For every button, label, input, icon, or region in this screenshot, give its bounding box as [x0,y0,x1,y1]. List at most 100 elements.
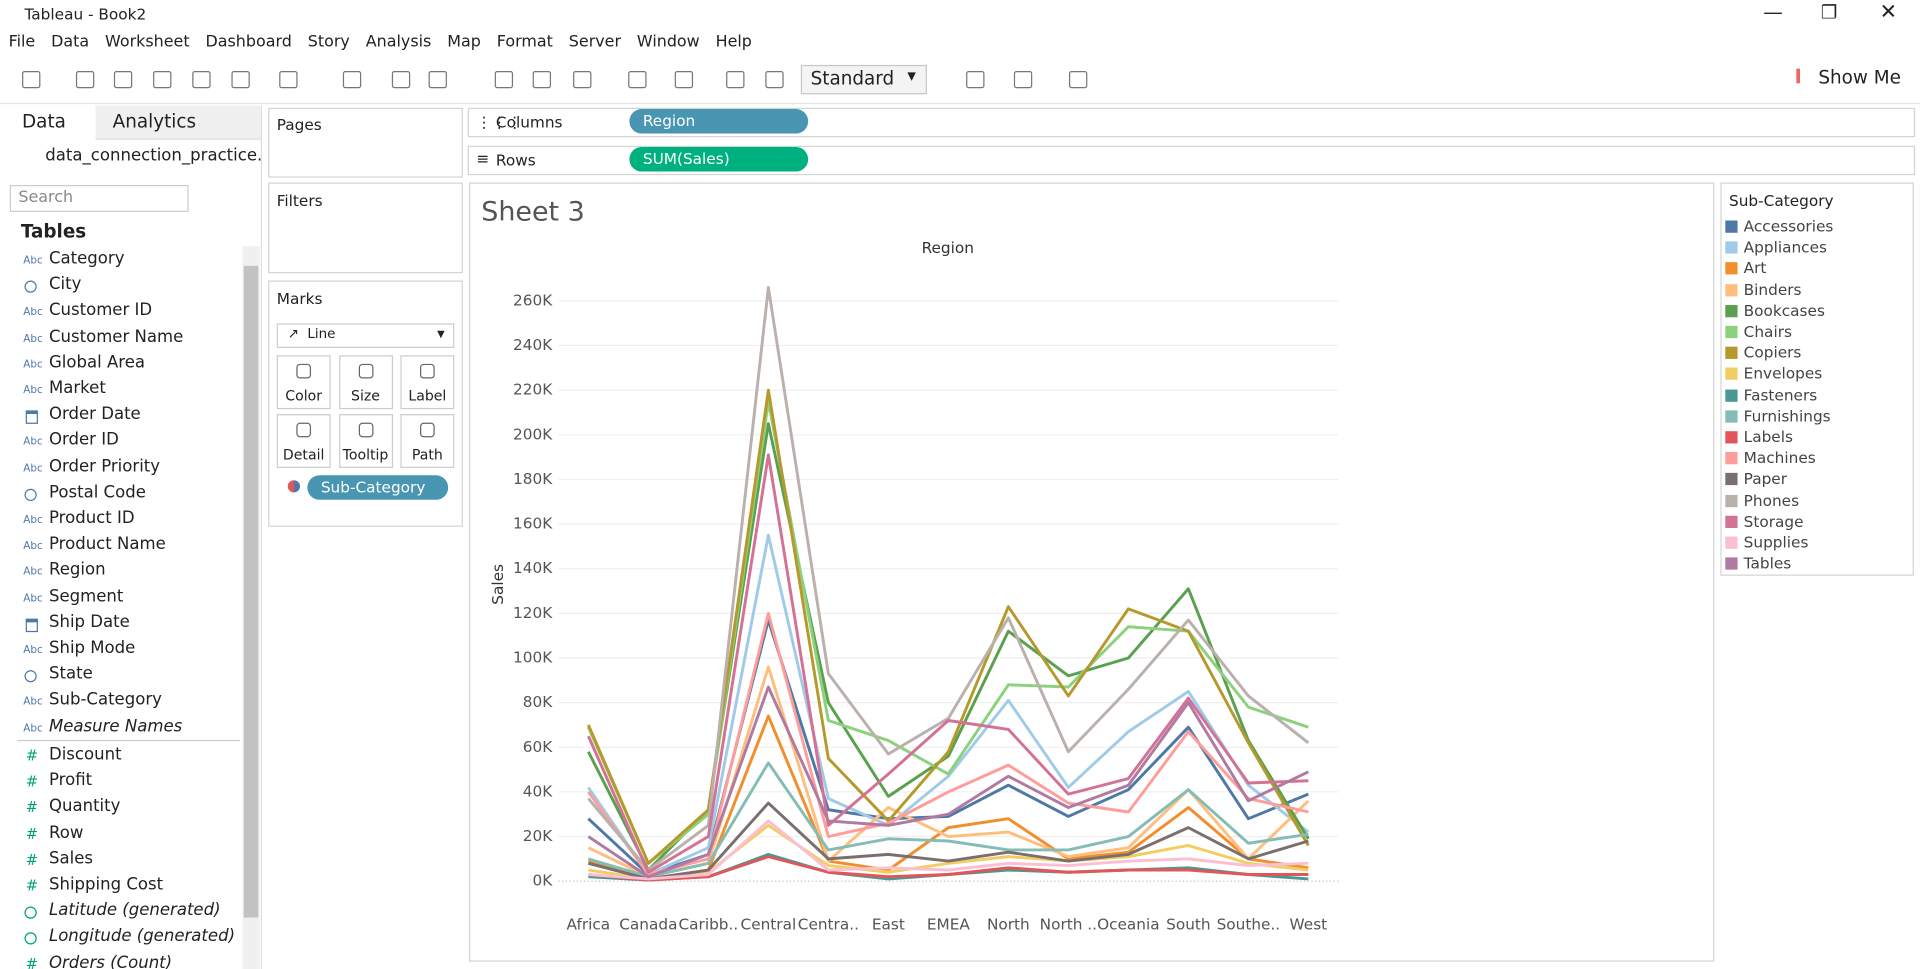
toolbar-icon[interactable] [573,71,592,89]
menu-item[interactable]: Window [636,33,700,52]
toolbar-icon[interactable] [231,71,250,89]
legend-label[interactable]: Envelopes [1743,364,1823,383]
toolbar-icon[interactable] [765,71,784,89]
legend-label[interactable]: Tables [1743,553,1792,573]
field-name[interactable]: Orders (Count) [48,952,173,969]
dropdown-arrow: ▼ [907,71,916,84]
field-name[interactable]: Global Area [48,352,146,373]
field-name[interactable]: Segment [48,586,124,606]
field-name[interactable]: Market [48,378,106,399]
series-line [587,761,1309,879]
toolbar-icon[interactable] [428,71,447,89]
legend-label[interactable]: Binders [1743,280,1802,299]
field-name[interactable]: Measure Names [48,716,183,736]
field-name[interactable]: Longitude (generated) [48,926,236,947]
data-tab[interactable]: Data [0,105,96,141]
series-line [587,533,1310,876]
menu-item[interactable]: Story [307,33,350,52]
legend-label[interactable]: Furnishings [1743,406,1831,425]
field-name[interactable]: Customer Name [48,326,184,347]
legend-label[interactable]: Chairs [1743,322,1792,341]
connection-name[interactable]: data_connection_practice... [45,145,263,166]
rows-pill[interactable]: SUM(Sales) [629,147,809,172]
field-name[interactable]: Discount [48,744,122,765]
field-name[interactable]: Product Name [48,534,166,554]
toolbar-icon[interactable] [494,71,514,89]
legend-label[interactable]: Accessories [1743,216,1834,236]
field-name[interactable]: Category [48,248,125,269]
toolbar-icon[interactable] [22,71,41,89]
field-name[interactable]: State [48,664,93,684]
close[interactable]: ✕ [1879,0,1898,25]
columns-pill[interactable]: Region [629,109,809,134]
mark-card[interactable]: Label [400,355,455,410]
menu-item[interactable]: Data [51,33,90,52]
mark-card[interactable]: Detail [276,414,331,468]
field-name[interactable]: Order Date [48,404,141,425]
field-name[interactable]: Postal Code [48,482,146,503]
toolbar-icon[interactable] [532,71,552,89]
legend-label[interactable]: Bookcases [1743,301,1825,320]
toolbar-icon[interactable] [726,71,745,89]
legend-label[interactable]: Appliances [1743,237,1827,257]
legend-label[interactable]: Copiers [1743,343,1802,362]
legend-label[interactable]: Supplies [1743,532,1809,552]
field-icon [25,618,38,632]
mark-card[interactable]: Path [400,414,455,468]
field-name[interactable]: Sub-Category [48,690,162,710]
search-box[interactable]: Search [9,184,189,212]
toolbar-icon[interactable] [113,71,133,89]
toolbar-icon[interactable] [342,71,362,89]
legend-label[interactable]: Paper [1743,469,1788,489]
toolbar-icon[interactable] [75,71,95,89]
toolbar-icon[interactable] [279,71,298,89]
restore[interactable]: ❐ [1820,1,1838,24]
scroll-thumb[interactable] [243,265,259,918]
menu-item[interactable]: Worksheet [105,33,190,52]
menu-item[interactable]: Format [496,33,553,52]
legend-label[interactable]: Art [1743,258,1767,278]
scrollbar[interactable] [242,246,260,969]
legend-label[interactable]: Machines [1743,448,1816,467]
field-name[interactable]: Latitude (generated) [48,900,221,921]
toolbar-icon[interactable] [153,71,172,89]
mark-card[interactable]: Tooltip [338,414,393,468]
menu-item[interactable]: File [8,33,36,52]
toolbar-icon[interactable] [391,71,411,89]
field-name[interactable]: Shipping Cost [48,874,164,895]
legend-label[interactable]: Storage [1743,511,1804,531]
field-name[interactable]: Order ID [48,430,119,451]
field-name[interactable]: Row [48,822,84,843]
field-name[interactable]: Order Priority [48,456,161,477]
field-name[interactable]: Quantity [48,796,121,817]
field-name[interactable]: Region [48,560,106,580]
toolbar-icon[interactable] [1013,71,1033,89]
menu-item[interactable]: Server [568,33,622,52]
toolbar-icon[interactable] [966,71,985,89]
view-size-dropdown[interactable]: Standard ▼ [800,64,927,95]
menu-item[interactable]: Map [447,33,481,52]
field-name[interactable]: Sales [48,848,93,869]
legend-label[interactable]: Labels [1743,427,1793,446]
legend-label[interactable]: Fasteners [1743,385,1818,404]
color-pill[interactable]: Sub-Category [307,475,449,500]
field-name[interactable]: Ship Mode [48,638,136,658]
toolbar-icon[interactable] [1068,71,1088,89]
mark-type-dropdown[interactable]: ↗ Line ▼ [276,323,455,348]
mark-card[interactable]: Size [338,355,393,410]
legend-label[interactable]: Phones [1743,490,1800,510]
menu-item[interactable]: Dashboard [205,33,292,52]
toolbar-icon[interactable] [674,71,694,89]
analytics-tab[interactable]: Analytics [95,105,261,140]
field-name[interactable]: Profit [48,770,93,791]
minimize[interactable]: — [1763,0,1783,24]
toolbar-icon[interactable] [628,71,647,89]
field-name[interactable]: Ship Date [48,612,130,632]
field-name[interactable]: Product ID [48,508,135,528]
menu-item[interactable]: Analysis [365,33,432,52]
field-name[interactable]: City [48,274,82,295]
toolbar-icon[interactable] [192,71,211,89]
field-name[interactable]: Customer ID [48,300,153,321]
menu-item[interactable]: Help [715,33,752,52]
mark-card[interactable]: Color [276,355,331,410]
